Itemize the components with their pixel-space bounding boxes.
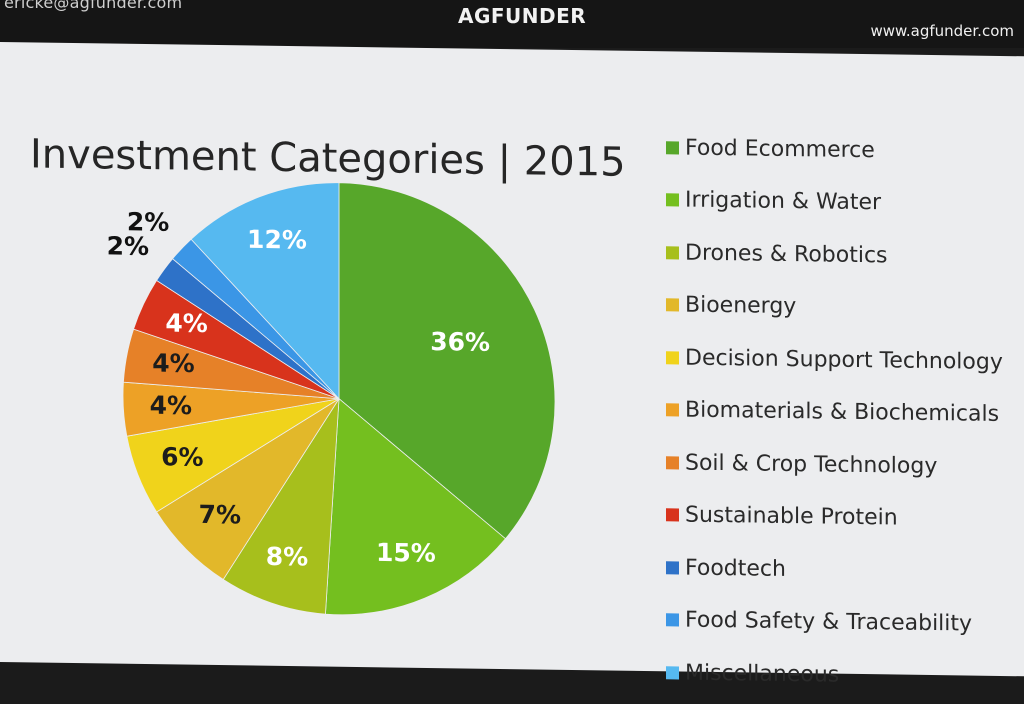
legend-label: Biomaterials & Biochemicals [685, 397, 1000, 428]
legend-item: Drones & Robotics [666, 226, 1018, 283]
legend-item: Food Ecommerce [666, 121, 1018, 178]
legend-swatch [666, 141, 679, 155]
legend-swatch [666, 508, 679, 522]
legend-label: Food Ecommerce [685, 135, 875, 163]
legend-swatch [666, 403, 679, 417]
legend-swatch [666, 666, 679, 680]
legend-item: Decision Support Technology [666, 331, 1018, 388]
legend-item: Food Safety & Traceability [666, 594, 1018, 651]
slice-label-7: 4% [165, 309, 207, 339]
pie-slice-drones-robotics [222, 398, 340, 615]
legend-label: Drones & Robotics [685, 240, 888, 269]
legend-swatch [666, 193, 679, 207]
legend-item: Bioenergy [666, 279, 1018, 336]
legend-label: Decision Support Technology [685, 345, 1003, 375]
pie-slice-irrigation-water [325, 397, 506, 616]
slice-label-0: 36% [430, 327, 490, 357]
email-text: ericke@agfunder.com [4, 0, 183, 12]
slice-label-1: 15% [376, 538, 436, 568]
slice-label-8: 2% [107, 231, 149, 261]
slice-label-9: 2% [127, 207, 169, 237]
legend-label: Food Safety & Traceability [685, 607, 973, 637]
legend-swatch [666, 246, 679, 260]
slice-label-10: 12% [247, 225, 307, 255]
slice-label-6: 4% [152, 349, 194, 379]
legend-item: Sustainable Protein [666, 489, 1018, 546]
top-bar: ericke@agfunder.com AGFUNDER www.agfunde… [0, 0, 1024, 48]
legend-swatch [666, 351, 679, 365]
legend-swatch [666, 456, 679, 470]
agfunder-logo: AGFUNDER [458, 4, 587, 28]
pie-slice-food-ecommerce [338, 182, 556, 540]
legend-label: Sustainable Protein [685, 502, 898, 531]
legend-label: Miscellaneous [685, 660, 840, 688]
pie-slice-miscellaneous [190, 182, 340, 400]
slice-label-2: 8% [266, 542, 308, 572]
slice-label-4: 6% [161, 442, 203, 472]
legend-swatch [666, 561, 679, 575]
legend-swatch [666, 298, 679, 312]
website-url[interactable]: www.agfunder.com [870, 22, 1014, 40]
legend-item: Biomaterials & Biochemicals [666, 384, 1018, 441]
legend-item: Soil & Crop Technology [666, 436, 1018, 493]
legend-item: Irrigation & Water [666, 174, 1018, 231]
slice-label-3: 7% [199, 500, 241, 530]
legend-item: Foodtech [666, 541, 1018, 598]
legend-label: Foodtech [685, 555, 786, 582]
legend-label: Irrigation & Water [685, 187, 882, 216]
legend-swatch [666, 613, 679, 627]
legend-label: Bioenergy [685, 292, 797, 320]
legend-label: Soil & Crop Technology [685, 450, 938, 479]
slice-label-5: 4% [150, 391, 192, 421]
chart-legend: Food Ecommerce Irrigation & Water Drones &… [666, 121, 1018, 703]
slide: Investment Categories | 2015 36% 15% 8% 7% 6… [0, 42, 1024, 687]
pie-chart: 36% 15% 8% 7% 6% 4% 4% 4% 2%2% 12% [107, 182, 556, 616]
legend-item: Miscellaneous [666, 646, 1018, 703]
